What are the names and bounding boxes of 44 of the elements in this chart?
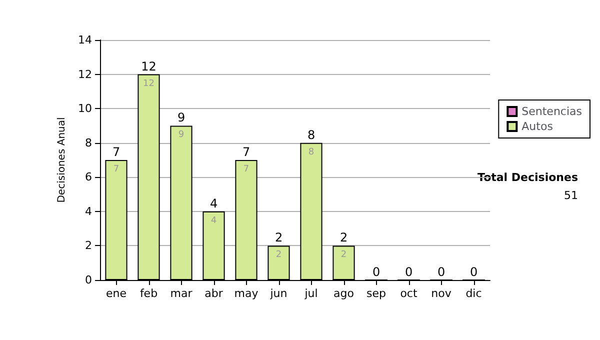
y-tick-label: 12 <box>78 68 92 81</box>
x-tick-label: oct <box>400 287 418 300</box>
y-tick-label: 14 <box>78 34 92 46</box>
x-tick-label: abr <box>204 287 224 300</box>
x-tick-label: may <box>234 287 259 300</box>
data-label: 8 <box>308 147 314 158</box>
total-label: 0 <box>372 265 380 279</box>
total-label: 0 <box>437 265 446 279</box>
total-label: 0 <box>470 265 478 279</box>
y-tick-label: 0 <box>85 274 92 286</box>
x-tick-label: sep <box>366 287 386 300</box>
total-label: 8 <box>307 128 316 142</box>
data-label: 12 <box>143 78 154 89</box>
x-tick-label: feb <box>140 287 158 300</box>
y-tick-label: 10 <box>78 102 92 116</box>
total-label: 4 <box>210 196 218 210</box>
total-label: 0 <box>404 265 413 279</box>
total-label: 2 <box>340 230 348 245</box>
x-tick-label: jun <box>269 287 288 300</box>
data-label: 2 <box>276 250 282 260</box>
y-tick-label: 8 <box>85 136 92 150</box>
x-tick-label: nov <box>431 287 452 300</box>
x-tick-label: ago <box>334 287 354 300</box>
text: 51 <box>564 189 578 202</box>
x-tick-label: jul <box>304 287 318 300</box>
data-label: 4 <box>210 216 217 226</box>
y-axis-title: Decisiones Anual <box>56 117 68 203</box>
x-tick-label: mar <box>170 287 193 300</box>
y-tick-label: 2 <box>85 239 92 252</box>
total-label: 2 <box>274 230 283 245</box>
data-label: 9 <box>178 130 184 140</box>
data-label: 7 <box>243 164 250 174</box>
data-label: 2 <box>340 250 347 260</box>
legend-label: Sentencias <box>522 105 582 118</box>
x-tick-label: ene <box>106 287 127 300</box>
total-label: 7 <box>242 145 250 159</box>
total-label: 12 <box>141 59 156 74</box>
x-tick-label: dic <box>466 287 482 300</box>
total-label: 9 <box>177 110 186 125</box>
total-label: 7 <box>112 145 120 159</box>
data-label: 7 <box>113 164 120 174</box>
y-tick-label: 4 <box>85 204 92 218</box>
y-tick-label: 6 <box>85 170 92 184</box>
legend-label: Autos <box>522 120 554 133</box>
